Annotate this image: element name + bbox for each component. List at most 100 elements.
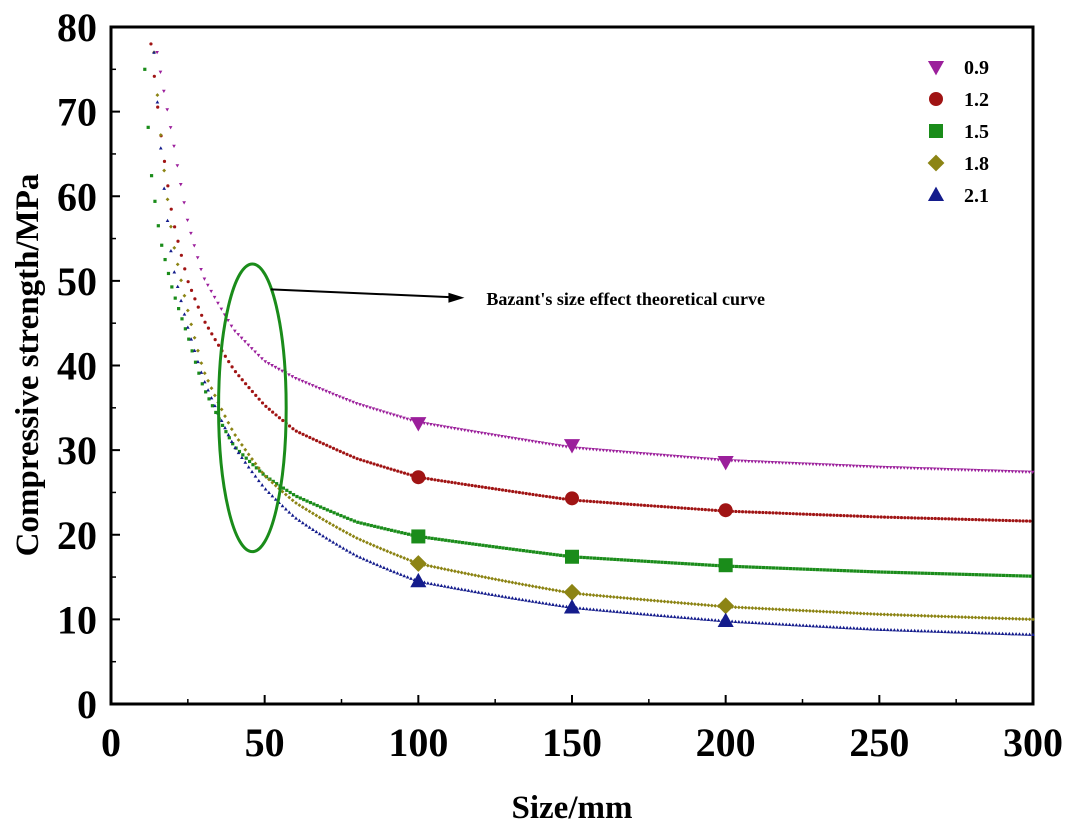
fit-point [530,599,535,603]
fit-point [976,615,981,620]
fit-point [193,297,197,301]
fit-point [949,468,954,472]
fit-point [632,611,636,615]
fit-point [984,573,989,577]
fit-point [233,445,238,450]
fit-point [395,553,400,558]
fit-point [230,365,234,369]
fit-point [460,482,464,486]
fit-point [763,460,768,464]
fit-point [460,540,465,545]
fit-point [828,610,833,614]
fit-point [605,608,609,613]
fit-point [770,460,775,465]
fit-point [1024,617,1029,622]
fit-point [801,623,805,627]
fit-point [324,536,329,540]
fit-point [337,395,342,399]
fit-point [263,487,268,491]
fit-point [909,466,913,471]
fit-point [652,613,657,617]
fit-point [869,515,873,519]
fit-point [267,407,271,411]
fit-point [858,464,863,469]
fit-point [631,451,636,455]
fit-point [544,601,549,605]
fit-point [744,510,748,514]
fit-point [436,583,440,587]
x-axis-ticks: 0 50 100 150 200 250 300 [101,695,1063,765]
x-axis-label: Size/mm [512,790,633,826]
fit-point [922,467,927,471]
fit-point [755,565,759,569]
fit-point [780,607,785,612]
fit-point [814,609,819,614]
fit-point [713,603,718,608]
fit-point [883,570,887,574]
fit-point [815,512,819,517]
fit-point [966,468,971,472]
fit-point [777,607,782,612]
fit-point [487,486,491,490]
fit-point [202,371,207,376]
fit-point [845,514,849,518]
fit-point [842,514,846,518]
fit-point [577,446,582,451]
fit-point [819,568,823,572]
fit-point [469,572,474,577]
fit-point [882,612,887,617]
fit-point [186,280,190,284]
fit-point [714,563,718,568]
fit-point [329,509,333,513]
fit-point [311,437,315,441]
fit-point [298,431,302,435]
fit-point [432,423,437,427]
fit-point [619,558,624,562]
fit-point [919,467,923,471]
fit-point [828,513,833,517]
fit-point [780,461,785,465]
fit-point [706,603,711,608]
fit-point [547,602,552,606]
fit-point [166,184,170,188]
fit-point [185,218,190,222]
fit-point [959,468,964,472]
fit-point [290,498,295,503]
fit-point [859,569,864,573]
fit-point [172,245,177,250]
fit-point [254,466,258,470]
fit-point [733,619,738,623]
fit-point [956,630,961,634]
fit-point [369,461,373,465]
fit-point [162,186,167,190]
fit-point [963,615,968,620]
fit-point [635,611,640,615]
fit-point [808,512,812,516]
fit-point [554,443,558,447]
fit-point [646,503,650,508]
fit-point [825,513,829,517]
fit-point [310,384,315,388]
fit-point [1030,470,1035,475]
fit-point [314,529,319,534]
fit-point [863,569,867,574]
fit-point [564,445,569,449]
fit-point [386,466,390,470]
fit-point [236,333,241,337]
data-point-0.9 [563,439,581,454]
fit-point [158,146,163,150]
fit-point [758,565,762,570]
fit-point [345,452,349,456]
annotation-text: Bazant's size effect theoretical curve [486,289,765,309]
fit-point [669,614,674,618]
fit-point [402,573,407,578]
legend-marker-1.8 [927,154,945,172]
fit-point [710,508,714,512]
fit-point [494,545,498,549]
fit-point [318,440,322,444]
fit-point [307,509,312,514]
fit-point [794,623,799,627]
fit-point [660,560,664,564]
fit-point [443,479,447,483]
fit-point [362,459,366,463]
